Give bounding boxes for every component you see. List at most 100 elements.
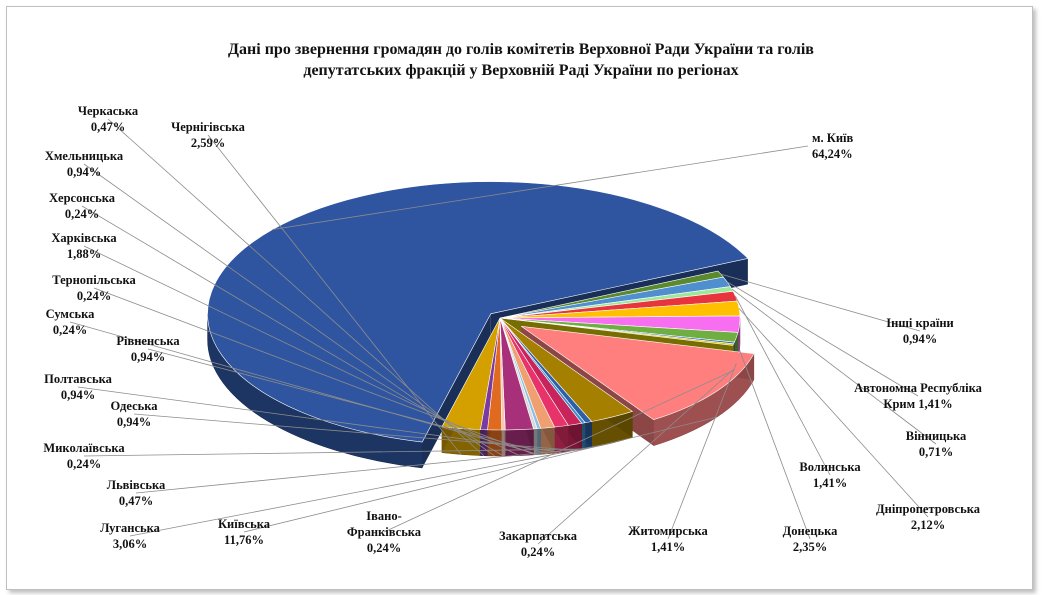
slice-label: Закарпатська 0,24% bbox=[499, 529, 578, 559]
slice-value: 0,94% bbox=[131, 350, 165, 364]
slice-name: Закарпатська bbox=[499, 529, 578, 543]
slice-name: Дніпропетровська bbox=[876, 502, 981, 516]
slice-name: Київська bbox=[218, 517, 271, 531]
slice-name: Житомирська bbox=[628, 524, 708, 538]
slice-24 bbox=[441, 317, 501, 430]
slice-label: Автономна Республіка Крим 1,41% bbox=[854, 381, 982, 411]
slice-value: 0,24% bbox=[367, 541, 401, 555]
slice-label: Вінницька 0,71% bbox=[906, 429, 967, 459]
slice-labels: м. Київ 64,24% Інші країни 0,94% Автономна Р… bbox=[43, 104, 982, 559]
slice-name: Херсонська bbox=[49, 191, 116, 205]
slice-label: Сумська 0,24% bbox=[46, 307, 95, 337]
slice-name: Черкаська bbox=[78, 104, 139, 118]
slice-label: Херсонська 0,24% bbox=[49, 191, 116, 221]
slice-name: Волинська bbox=[799, 460, 861, 474]
slice-label: Дніпропетровська 2,12% bbox=[876, 502, 981, 532]
leader-line bbox=[83, 448, 584, 457]
leader-lines bbox=[69, 118, 937, 545]
leader-line bbox=[77, 386, 562, 453]
slice-name: Вінницька bbox=[906, 429, 967, 443]
slice-1 bbox=[207, 181, 749, 443]
slice-name: Хмельницька bbox=[45, 149, 124, 163]
slice-value: 2,35% bbox=[793, 540, 827, 554]
leader-line bbox=[93, 287, 536, 456]
slice-value: 0,24% bbox=[77, 289, 111, 303]
pie-tops bbox=[207, 181, 755, 443]
slice-value: 0,71% bbox=[919, 445, 953, 459]
slice-label: м. Київ 64,24% bbox=[812, 131, 854, 161]
slice-name: Тернопільська bbox=[52, 273, 136, 287]
slice-value: 1,41% bbox=[813, 476, 847, 490]
leader-line bbox=[83, 245, 520, 456]
slice-label: Миколаївська 0,24% bbox=[43, 441, 125, 471]
slice-label: Львівська 0,47% bbox=[107, 478, 166, 508]
slice-value: 0,94% bbox=[67, 165, 101, 179]
slice-label: Одеська 0,94% bbox=[110, 399, 158, 429]
slice-value: 1,88% bbox=[67, 247, 101, 261]
slice-name: Харківська bbox=[51, 231, 117, 245]
leader-line bbox=[272, 145, 809, 230]
slice-label: Харківська 1,88% bbox=[51, 231, 117, 261]
slice-value: 11,76% bbox=[224, 533, 264, 547]
slice-label: Полтавська 0,94% bbox=[44, 372, 112, 402]
leader-line bbox=[107, 118, 485, 457]
slice-name: Луганська bbox=[100, 521, 161, 535]
slice-label: Волинська 1,41% bbox=[799, 460, 861, 490]
leader-line bbox=[731, 288, 937, 445]
slice-11 bbox=[521, 325, 755, 421]
slice-label: Луганська 3,06% bbox=[100, 521, 161, 551]
slice-name: Автономна Республіка bbox=[854, 381, 982, 395]
slice-name: Донецька bbox=[783, 524, 838, 538]
leader-line bbox=[243, 416, 718, 533]
slice-value: 0,47% bbox=[91, 120, 125, 134]
slice-name: Інші країни bbox=[886, 316, 954, 330]
slice-value: 0,47% bbox=[119, 494, 153, 508]
slice-name: Сумська bbox=[46, 307, 95, 321]
slice-name: Миколаївська bbox=[43, 441, 125, 455]
slice-10 bbox=[499, 317, 734, 346]
slice-name: Чернігівська bbox=[171, 120, 246, 134]
leader-line bbox=[81, 205, 504, 457]
leader-line bbox=[667, 363, 737, 540]
leader-line bbox=[726, 281, 919, 397]
slice-name: Франківська bbox=[347, 525, 422, 539]
slice-value: 1,41% bbox=[651, 540, 685, 554]
slice-label: Тернопільська 0,24% bbox=[52, 273, 136, 303]
slice-value: Крим 1,41% bbox=[883, 397, 952, 411]
leader-line bbox=[739, 350, 811, 540]
slice-name: Одеська bbox=[110, 399, 158, 413]
slice-label: Чернігівська 2,59% bbox=[171, 120, 246, 150]
slice-label: Хмельницька 0,94% bbox=[45, 149, 124, 179]
slice-value: 0,94% bbox=[903, 332, 937, 346]
leader-line bbox=[720, 273, 921, 332]
leader-line bbox=[147, 348, 548, 455]
slice-name: Львівська bbox=[107, 478, 166, 492]
leader-line bbox=[83, 163, 495, 457]
leader-line bbox=[537, 368, 735, 545]
leader-line bbox=[738, 308, 929, 518]
leader-line bbox=[135, 447, 589, 494]
slice-value: 64,24% bbox=[812, 147, 853, 161]
leader-line bbox=[69, 321, 539, 455]
slice-value: 0,24% bbox=[67, 457, 101, 471]
slice-label: Черкаська 0,47% bbox=[78, 104, 139, 134]
chart-title: Дані про звернення громадян до голів ком… bbox=[0, 39, 1042, 81]
slice-label: Житомирська 1,41% bbox=[628, 524, 708, 554]
slice-value: 0,24% bbox=[53, 323, 87, 337]
slice-value: 0,24% bbox=[521, 545, 555, 559]
slice-name: м. Київ bbox=[812, 131, 854, 145]
slice-label: Рівненська 0,94% bbox=[116, 334, 180, 364]
slice-name: Івано- bbox=[366, 509, 401, 523]
slice-value: 2,12% bbox=[911, 518, 945, 532]
slice-value: 3,06% bbox=[113, 537, 147, 551]
slice-value: 0,94% bbox=[117, 415, 151, 429]
leader-line bbox=[735, 295, 831, 476]
leader-line bbox=[129, 442, 613, 537]
slice-value: 0,94% bbox=[61, 388, 95, 402]
slice-label: Інші країни 0,94% bbox=[886, 316, 954, 346]
chart-title-line-1: Дані про звернення громадян до голів ком… bbox=[228, 41, 814, 58]
slice-label: Івано- Франківська 0,24% bbox=[347, 509, 422, 555]
slice-label: Київська 11,76% bbox=[218, 517, 271, 547]
slice-value: 2,59% bbox=[191, 136, 225, 150]
